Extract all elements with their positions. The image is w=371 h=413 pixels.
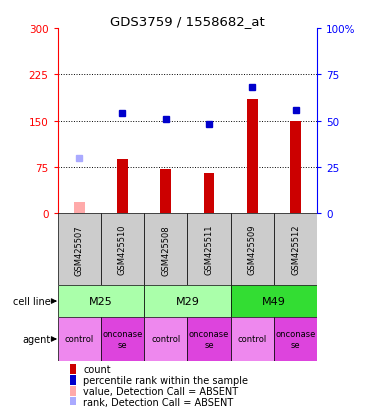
Bar (101, 317, 144, 361)
Bar (274, 214, 317, 285)
Text: control: control (65, 335, 94, 344)
Bar (144, 214, 187, 285)
Bar (144, 285, 231, 317)
Text: GSM425511: GSM425511 (204, 224, 213, 275)
Text: GSM425507: GSM425507 (75, 224, 83, 275)
Bar (70, 364, 76, 374)
Bar (231, 317, 274, 361)
Text: control: control (238, 335, 267, 344)
Bar (187, 317, 231, 361)
Text: M29: M29 (175, 297, 199, 306)
Text: count: count (83, 364, 111, 374)
Title: GDS3759 / 1558682_at: GDS3759 / 1558682_at (110, 15, 265, 28)
Text: GSM425510: GSM425510 (118, 224, 127, 275)
Bar (70, 397, 76, 406)
Bar (144, 317, 187, 361)
Bar (231, 214, 274, 285)
Text: percentile rank within the sample: percentile rank within the sample (83, 375, 249, 385)
Text: control: control (151, 335, 180, 344)
Text: onconase
se: onconase se (275, 330, 316, 349)
Text: agent: agent (23, 334, 51, 344)
Bar (160, 169, 171, 214)
Text: GSM425509: GSM425509 (248, 224, 257, 275)
Bar (231, 285, 317, 317)
Text: onconase
se: onconase se (102, 330, 142, 349)
Bar (58, 214, 101, 285)
Bar (274, 317, 317, 361)
Bar (58, 317, 101, 361)
Text: onconase
se: onconase se (189, 330, 229, 349)
Text: value, Detection Call = ABSENT: value, Detection Call = ABSENT (83, 386, 239, 396)
Text: rank, Detection Call = ABSENT: rank, Detection Call = ABSENT (83, 397, 234, 407)
Text: cell line: cell line (13, 297, 51, 306)
Bar (101, 214, 144, 285)
Bar (58, 285, 144, 317)
Text: GSM425512: GSM425512 (291, 224, 300, 275)
Text: GSM425508: GSM425508 (161, 224, 170, 275)
Bar (187, 214, 231, 285)
Bar (247, 100, 258, 214)
Bar (70, 386, 76, 396)
Text: M49: M49 (262, 297, 286, 306)
Text: M25: M25 (89, 297, 113, 306)
Bar (290, 121, 301, 214)
Bar (74, 203, 85, 214)
Bar (204, 174, 214, 214)
Bar (117, 159, 128, 214)
Bar (70, 375, 76, 385)
